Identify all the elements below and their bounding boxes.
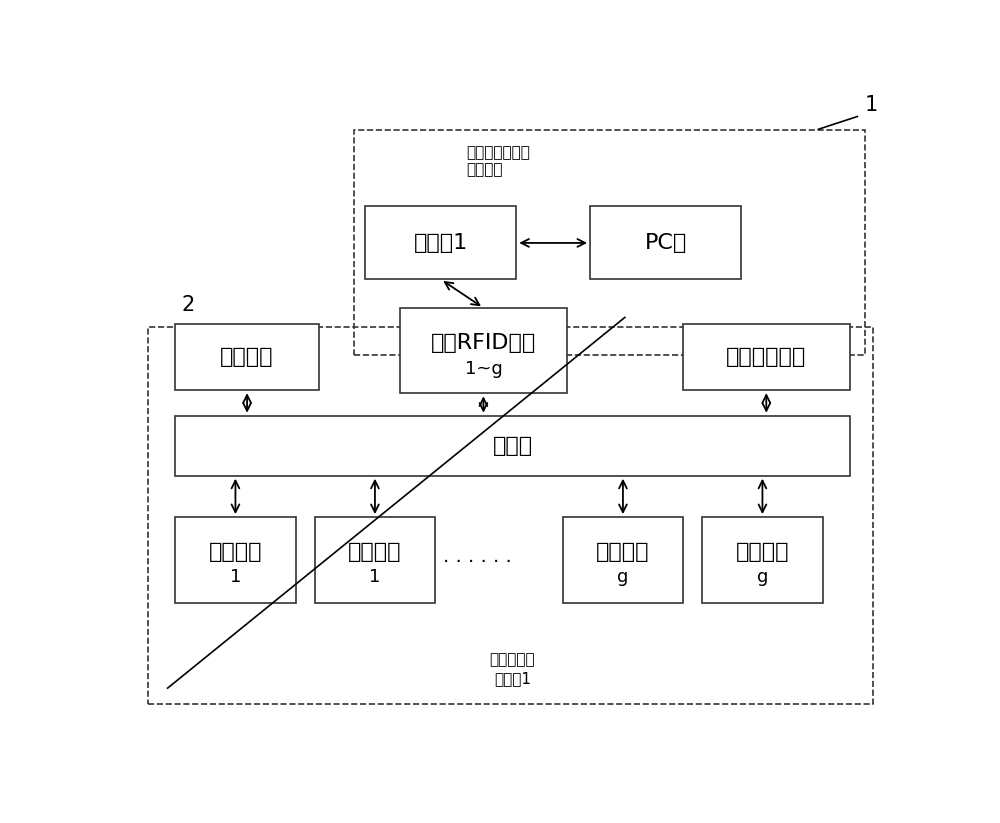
Bar xyxy=(148,327,873,704)
Text: 心服务器: 心服务器 xyxy=(466,162,503,177)
Text: 采集模块: 采集模块 xyxy=(736,542,789,562)
Text: 输液设备: 输液设备 xyxy=(209,542,262,562)
Text: 有源RFID标签: 有源RFID标签 xyxy=(431,332,536,353)
Bar xyxy=(563,517,683,602)
Bar xyxy=(683,323,850,390)
Bar xyxy=(175,517,296,602)
Bar xyxy=(315,517,435,602)
Text: 2: 2 xyxy=(182,295,195,315)
Text: · · · · · ·: · · · · · · xyxy=(443,553,512,572)
Bar xyxy=(175,416,850,476)
Text: 医护人员工作中: 医护人员工作中 xyxy=(466,145,530,160)
Text: 报警模块: 报警模块 xyxy=(220,347,274,367)
Text: g: g xyxy=(757,568,768,586)
Text: 1~g: 1~g xyxy=(465,360,502,379)
Text: 1: 1 xyxy=(369,568,381,586)
Text: 读写器1: 读写器1 xyxy=(414,233,468,253)
Text: 智能输液监: 智能输液监 xyxy=(490,652,535,667)
Text: 1: 1 xyxy=(230,568,241,586)
Bar xyxy=(175,323,319,390)
Text: g: g xyxy=(617,568,629,586)
Bar xyxy=(354,131,865,356)
Text: 输液设备: 输液设备 xyxy=(596,542,650,562)
Text: 护设备1: 护设备1 xyxy=(494,671,531,686)
Bar xyxy=(365,207,516,279)
Bar xyxy=(702,517,822,602)
Bar xyxy=(590,207,741,279)
Text: PC机: PC机 xyxy=(644,233,687,253)
Text: 1: 1 xyxy=(865,95,878,114)
Bar xyxy=(400,308,567,393)
Text: 单片机: 单片机 xyxy=(492,435,533,456)
Text: 采集模块: 采集模块 xyxy=(348,542,402,562)
Text: 人机交互模块: 人机交互模块 xyxy=(726,347,806,367)
